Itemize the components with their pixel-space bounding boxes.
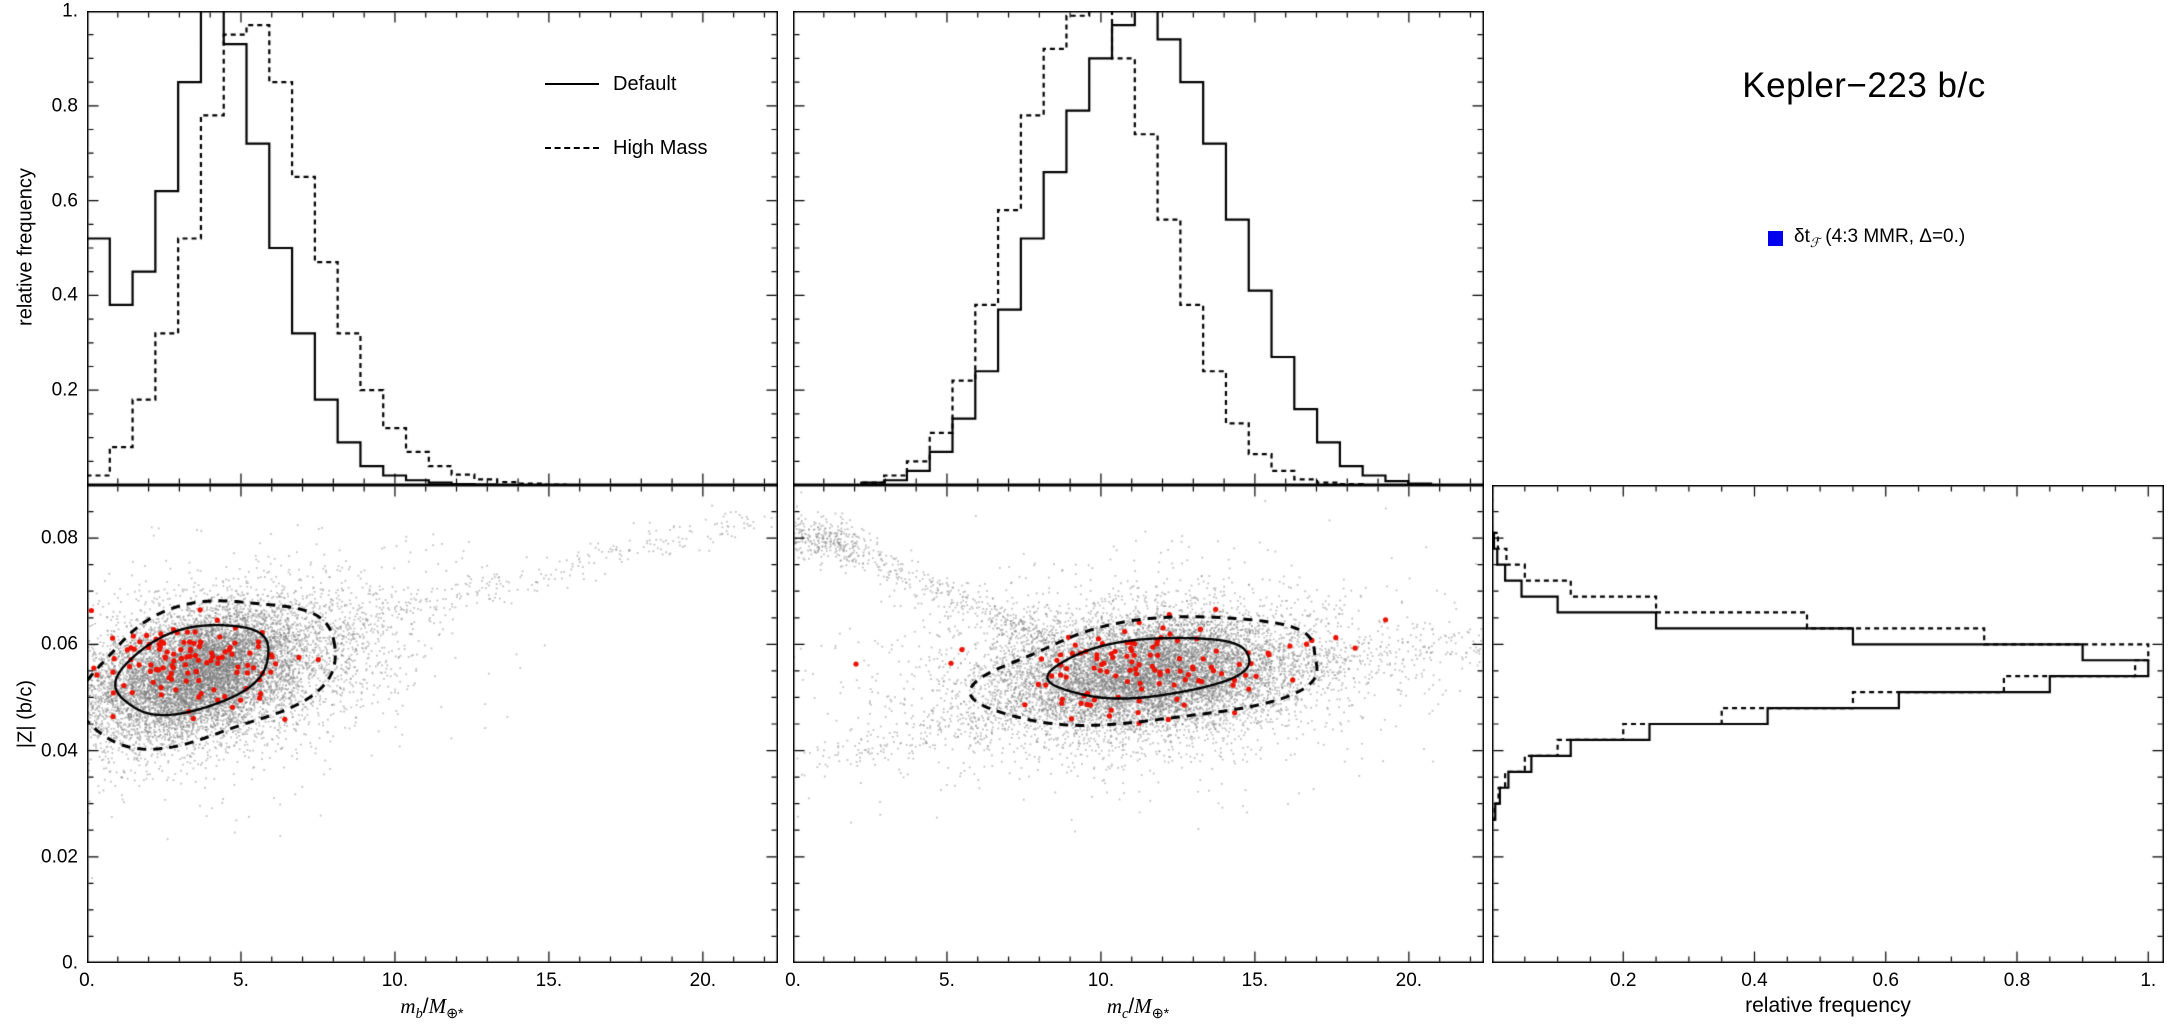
mb-histogram-canvas: [87, 11, 778, 485]
legend-highmass-label: High Mass: [613, 136, 708, 159]
mb-stellar-mass-symbol: M: [428, 994, 447, 1018]
x-tick-label: 5.: [233, 970, 249, 991]
y-tick-label: 0.04: [41, 740, 78, 762]
y-tick-label: 0.2: [51, 379, 78, 401]
x-tick-label: 5.: [939, 970, 955, 991]
panel-mb-histogram: Default High Mass: [87, 11, 778, 485]
legend-color-swatch: [1768, 230, 1783, 246]
mmr-legend-label: δtℱ (4:3 MMR, Δ=0.): [1794, 226, 1965, 251]
mc-histogram-canvas: [793, 11, 1484, 485]
mmr-legend-suffix: (4:3 MMR, Δ=0.): [1820, 226, 1966, 247]
x-tick-label: 0.8: [2003, 970, 2031, 991]
y-tick-label: 0.08: [41, 527, 78, 549]
y-tick-label: 0.: [62, 952, 78, 974]
x-tick-label: 0.: [785, 970, 801, 991]
y-tick-label: 0.6: [51, 190, 78, 212]
panel-mc-histogram: [793, 11, 1484, 485]
legend-row-default: Default: [545, 67, 707, 101]
y-tick-label: 0.8: [51, 95, 78, 117]
legend-row-highmass: High Mass: [545, 131, 707, 165]
panel-mc-scatter: [793, 485, 1484, 963]
histogram-legend: Default High Mass: [545, 67, 707, 195]
mb-scatter-canvas: [87, 485, 778, 963]
script-f-subscript: ℱ: [1809, 234, 1821, 250]
x-tick-label: 10.: [1087, 970, 1115, 991]
mb-mass-symbol: m: [400, 994, 416, 1018]
mmr-legend: δtℱ (4:3 MMR, Δ=0.): [1768, 226, 1965, 251]
mc-scatter-canvas: [793, 485, 1484, 963]
x-tick-label: 0.6: [1872, 970, 1899, 991]
mc-subscript: c: [1121, 1006, 1129, 1023]
delta-t-symbol: δt: [1794, 226, 1810, 247]
y-tick-label: 0.06: [41, 633, 78, 655]
mc-mass-symbol: m: [1106, 994, 1122, 1018]
ylabel-relative-frequency: relative frequency: [14, 168, 37, 326]
y-tick-label: 0.02: [41, 846, 78, 868]
xlabel-mc: mc/M⊕*: [1107, 994, 1169, 1023]
x-tick-label: 1.: [2140, 970, 2157, 991]
mc-slash: /: [1128, 995, 1135, 1018]
x-tick-label: 15.: [1241, 970, 1269, 991]
mc-stellar-mass-symbol: M: [1134, 994, 1152, 1018]
x-tick-label: 10.: [381, 970, 409, 991]
mc-earth-subscript: ⊕*: [1151, 1006, 1170, 1023]
x-tick-label: 0.4: [1741, 970, 1768, 991]
figure-title: Kepler−223 b/c: [1742, 66, 1986, 105]
x-tick-label: 0.2: [1610, 970, 1637, 991]
dashed-line-sample: [545, 147, 599, 149]
z-histogram-canvas: [1492, 485, 2164, 963]
xlabel-mb: mb/M⊕*: [400, 994, 463, 1023]
xlabel-relative-frequency: relative frequency: [1745, 994, 1911, 1017]
x-tick-label: 15.: [535, 970, 563, 991]
x-tick-label: 0.: [79, 970, 95, 991]
y-tick-label: 0.4: [51, 284, 78, 306]
solid-line-sample: [545, 83, 599, 85]
ylabel-abs-z: |Z| (b/c): [14, 679, 37, 749]
mb-earth-subscript: ⊕*: [446, 1006, 464, 1023]
x-tick-label: 20.: [689, 970, 717, 991]
legend-default-label: Default: [613, 72, 677, 95]
panel-z-histogram: [1492, 485, 2164, 963]
mb-subscript: b: [415, 1006, 423, 1023]
mb-slash: /: [422, 995, 429, 1018]
panel-mb-scatter: [87, 485, 778, 963]
y-tick-label: 1.: [62, 0, 78, 22]
x-tick-label: 20.: [1395, 970, 1423, 991]
